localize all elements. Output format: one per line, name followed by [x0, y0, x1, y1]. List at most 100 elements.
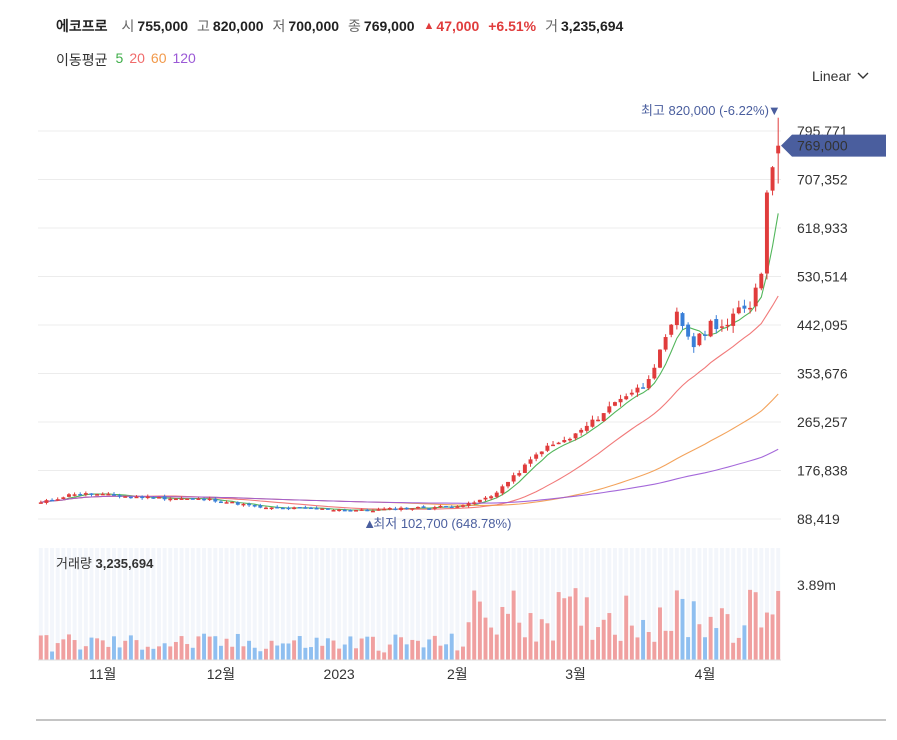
candle-body — [157, 497, 161, 499]
candle-body — [500, 486, 505, 494]
volume-bar — [410, 639, 415, 660]
volume-panel-label: 거래량 3,235,694 — [56, 556, 154, 571]
candle-body — [641, 387, 646, 389]
volume-bg-stripe — [376, 548, 381, 660]
candle-body — [173, 498, 178, 501]
ma-60-line — [40, 393, 779, 506]
volume-bg-stripe — [500, 548, 505, 660]
x-tick-label: 12월 — [207, 666, 235, 682]
scale-dropdown[interactable]: Linear — [812, 68, 869, 84]
candle-body — [579, 429, 584, 433]
candle-body — [652, 367, 657, 379]
candle-body — [669, 324, 674, 335]
volume-bar — [173, 641, 178, 660]
volume-bg-stripe — [151, 548, 156, 660]
volume-bar — [539, 619, 544, 660]
moving-average-legend: 이동평균 5 20 60 120 — [56, 50, 196, 70]
volume-bar — [432, 635, 437, 660]
volume-bar — [674, 590, 679, 660]
y-tick-label: 707,352 — [797, 172, 848, 188]
volume-bg-stripe — [185, 548, 190, 660]
volume-bar — [579, 625, 584, 660]
volume-bar — [354, 648, 358, 660]
ma-120-label[interactable]: 120 — [172, 50, 196, 66]
volume-bar — [89, 637, 94, 660]
ma-5-label[interactable]: 5 — [115, 50, 124, 66]
candle-body — [213, 498, 218, 502]
candle-body — [134, 496, 139, 499]
volume-bg-stripe — [173, 548, 178, 660]
candle-body — [247, 503, 252, 506]
ma-60-label[interactable]: 60 — [150, 50, 167, 66]
volume-bar — [703, 637, 707, 660]
volume-bg-stripe — [764, 548, 769, 660]
candle-body — [483, 497, 488, 500]
volume-bg-stripe — [461, 548, 465, 660]
volume-bar — [455, 650, 460, 660]
y-tick-label: 530,514 — [797, 269, 848, 285]
candle-body — [190, 498, 195, 500]
ma-120-line — [40, 448, 779, 504]
volume-bar — [162, 643, 167, 660]
volume-bg-stripe — [190, 548, 195, 660]
volume-bg-stripe — [162, 548, 167, 660]
candle-body — [545, 445, 550, 451]
volume-bar — [134, 640, 139, 660]
volume-bar — [404, 644, 409, 660]
candle-body — [263, 507, 268, 510]
volume-bg-stripe — [145, 548, 150, 660]
candle-body — [629, 392, 634, 395]
volume-bg-stripe — [427, 548, 432, 660]
candle-body — [275, 506, 280, 509]
volume-bg-stripe — [506, 548, 510, 660]
volume-bar — [748, 589, 753, 660]
current-price-label: 769,000 — [797, 138, 848, 154]
candle-body — [404, 507, 409, 510]
volume-bar — [303, 647, 308, 660]
volume-bar — [95, 638, 100, 660]
candle-body — [269, 507, 274, 510]
candle-body — [714, 319, 719, 330]
volume-bar — [202, 633, 207, 660]
volume-bar — [213, 636, 218, 660]
candle-body — [112, 494, 116, 496]
volume-bar — [567, 596, 572, 660]
change-percent: +6.51% — [488, 18, 537, 34]
candle-body — [185, 498, 190, 500]
volume-bg-stripe — [348, 548, 353, 660]
volume-bar — [658, 607, 662, 660]
volume-bg-stripe — [618, 548, 623, 660]
volume-bar — [635, 637, 640, 660]
volume-bar — [297, 636, 302, 660]
candle-body — [325, 508, 330, 510]
volume-bg-stripe — [320, 548, 325, 660]
candle-body — [753, 287, 758, 307]
volume-bar — [100, 640, 105, 660]
volume-bg-stripe — [483, 548, 488, 660]
candle-body — [506, 481, 510, 487]
ma-20-line — [40, 295, 779, 510]
volume-bar — [624, 595, 629, 660]
ma-20-label[interactable]: 20 — [129, 50, 145, 66]
volume-bar — [680, 598, 685, 660]
volume-bar — [652, 641, 657, 660]
volume-bar — [444, 644, 449, 660]
volume-bar — [365, 636, 370, 660]
volume-bar — [263, 648, 268, 660]
close-value: 769,000 — [363, 18, 415, 34]
low-value: 700,000 — [288, 18, 340, 34]
candle-body — [719, 326, 724, 328]
volume-bg-stripe — [703, 548, 707, 660]
volume-bar — [686, 637, 691, 660]
volume-bar — [337, 648, 342, 660]
volume-bg-stripe — [365, 548, 370, 660]
y-tick-label: 265,257 — [797, 414, 848, 430]
volume-bg-stripe — [393, 548, 398, 660]
candle-body — [387, 507, 392, 510]
volume-bar — [157, 646, 161, 660]
volume-bg-stripe — [78, 548, 83, 660]
volume-bg-stripe — [66, 548, 71, 660]
volume-bar — [241, 646, 246, 660]
volume-bar — [753, 592, 758, 660]
